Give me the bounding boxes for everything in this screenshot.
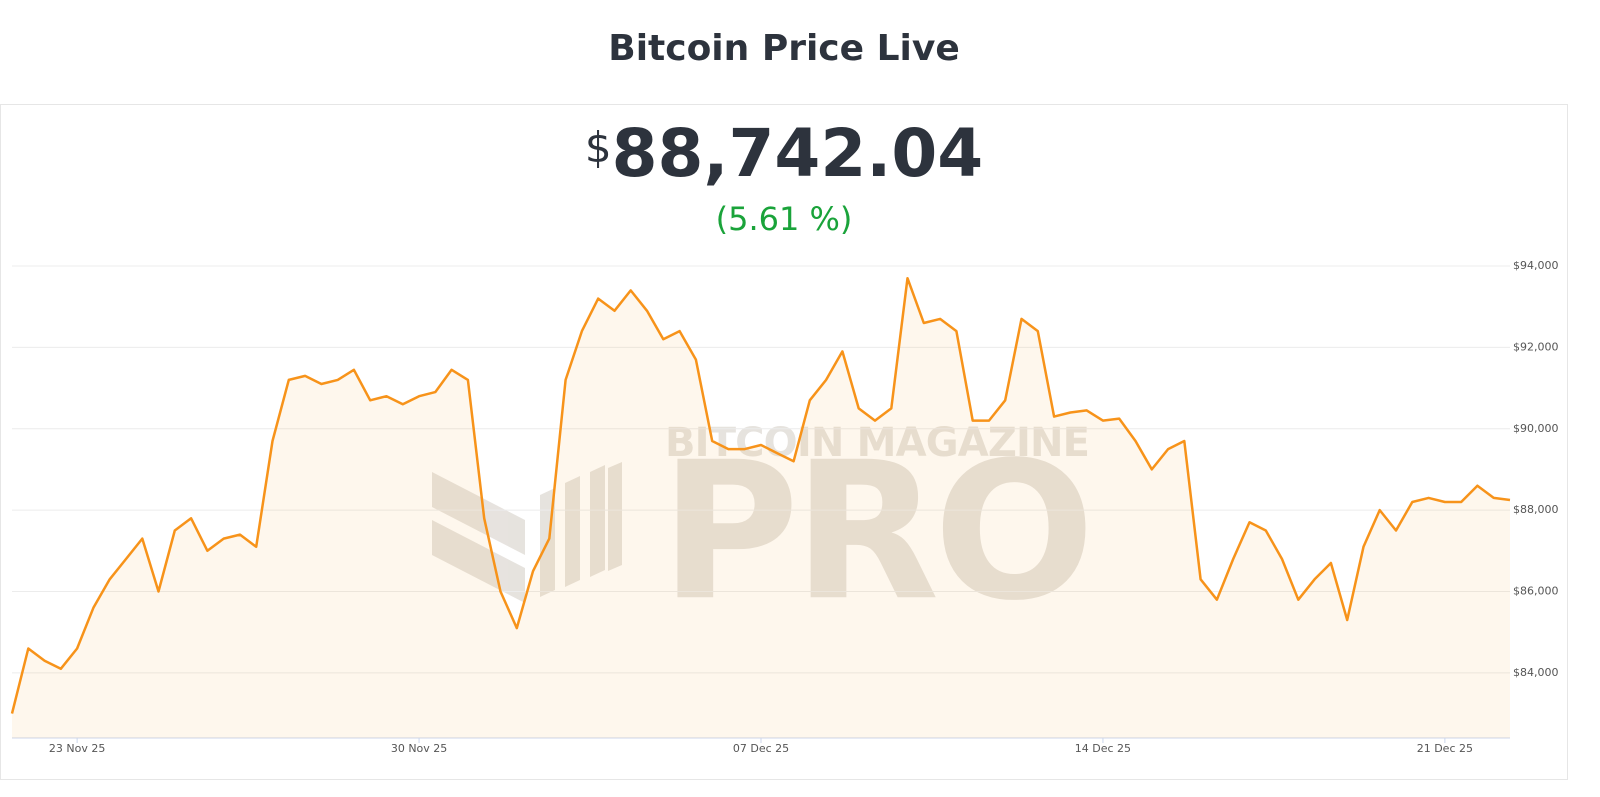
x-tick-label: 21 Dec 25 (1417, 742, 1473, 755)
price-line (10, 276, 1511, 714)
watermark-text: PRO (660, 421, 1095, 642)
x-tick-label: 30 Nov 25 (391, 742, 447, 755)
area (12, 278, 1510, 738)
watermark: BITCOIN MAGAZINE PRO (432, 420, 1095, 642)
y-tick-label: $90,000 (1513, 422, 1559, 435)
price: $88,742.04 (585, 115, 983, 192)
x-tick-label: 07 Dec 25 (733, 742, 789, 755)
watermark-logo (540, 462, 622, 597)
y-tick-label: $88,000 (1513, 503, 1559, 516)
y-tick-label: $84,000 (1513, 666, 1559, 679)
price-value: 88,742.04 (612, 115, 984, 192)
price-change: (5.61 %) (716, 200, 853, 238)
x-tick-label: 23 Nov 25 (49, 742, 105, 755)
currency-symbol: $ (585, 123, 612, 172)
y-tick-label: $92,000 (1513, 340, 1559, 353)
page-title: Bitcoin Price Live (608, 28, 960, 69)
watermark-text: BITCOIN MAGAZINE (665, 420, 1090, 466)
card (0, 104, 1568, 780)
y-tick-label: $86,000 (1513, 585, 1559, 598)
x-tick-label: 14 Dec 25 (1075, 742, 1131, 755)
watermark-logo (432, 472, 525, 603)
y-tick-label: $94,000 (1513, 259, 1559, 272)
